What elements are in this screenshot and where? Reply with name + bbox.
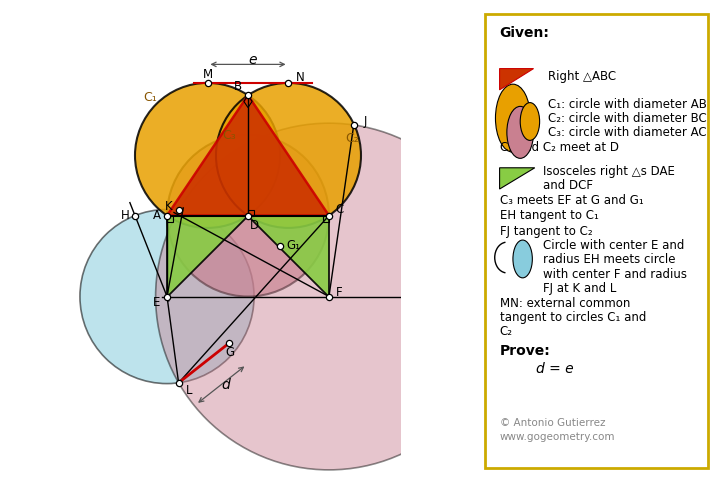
Text: d: d	[221, 377, 230, 392]
Text: C: C	[335, 203, 343, 216]
Text: Right △ABC: Right △ABC	[548, 70, 616, 83]
Text: with center F and radius: with center F and radius	[544, 268, 687, 281]
Text: C₃: circle with diameter AC: C₃: circle with diameter AC	[548, 126, 707, 139]
Circle shape	[521, 103, 540, 140]
Polygon shape	[167, 95, 329, 215]
Text: B: B	[234, 80, 242, 94]
Circle shape	[135, 83, 280, 228]
Text: MN: external common: MN: external common	[500, 297, 630, 310]
Circle shape	[495, 84, 531, 152]
Text: C₂: C₂	[500, 325, 513, 338]
Circle shape	[80, 210, 254, 384]
Text: D: D	[251, 219, 259, 232]
Circle shape	[216, 83, 361, 228]
Text: G: G	[225, 347, 234, 360]
Text: FJ tangent to C₂: FJ tangent to C₂	[500, 225, 592, 238]
Text: Given:: Given:	[500, 26, 549, 40]
Text: radius EH meets circle: radius EH meets circle	[544, 254, 676, 267]
Polygon shape	[500, 168, 535, 189]
Text: d = e: d = e	[536, 362, 574, 376]
Text: e: e	[248, 53, 257, 67]
Polygon shape	[500, 68, 533, 90]
Text: J: J	[364, 115, 368, 128]
Text: C₁ and C₂ meet at D: C₁ and C₂ meet at D	[500, 141, 619, 154]
FancyBboxPatch shape	[485, 14, 708, 468]
Text: N: N	[296, 71, 305, 84]
Circle shape	[507, 107, 533, 158]
Text: A: A	[153, 209, 161, 222]
Text: G₁: G₁	[286, 239, 300, 252]
Circle shape	[156, 123, 503, 470]
Text: EH tangent to C₁: EH tangent to C₁	[500, 210, 599, 223]
Text: Prove:: Prove:	[500, 344, 550, 358]
Polygon shape	[167, 215, 248, 296]
Text: C₁: circle with diameter AB: C₁: circle with diameter AB	[548, 97, 707, 110]
Polygon shape	[248, 215, 329, 296]
Text: M: M	[202, 68, 213, 81]
Text: C₂: C₂	[345, 132, 358, 145]
Text: H: H	[121, 209, 129, 222]
Text: tangent to circles C₁ and: tangent to circles C₁ and	[500, 311, 646, 324]
Text: C₁: C₁	[143, 92, 157, 105]
Text: © Antonio Gutierrez: © Antonio Gutierrez	[500, 418, 605, 428]
Text: FJ at K and L: FJ at K and L	[544, 282, 617, 295]
Text: K: K	[164, 200, 172, 213]
Text: F: F	[336, 286, 342, 299]
Text: C₂: circle with diameter BC: C₂: circle with diameter BC	[548, 112, 707, 125]
Text: Isosceles right △s DAE: Isosceles right △s DAE	[544, 164, 675, 177]
Text: Circle with center E and: Circle with center E and	[544, 239, 685, 252]
Text: www.gogeometry.com: www.gogeometry.com	[500, 432, 615, 442]
Circle shape	[167, 134, 329, 296]
Circle shape	[513, 240, 532, 278]
Text: E: E	[153, 295, 161, 308]
Text: C₃: C₃	[223, 129, 236, 142]
Text: L: L	[185, 384, 192, 397]
Text: C₃ meets EF at G and G₁: C₃ meets EF at G and G₁	[500, 194, 643, 207]
Text: and DCF: and DCF	[544, 179, 593, 192]
